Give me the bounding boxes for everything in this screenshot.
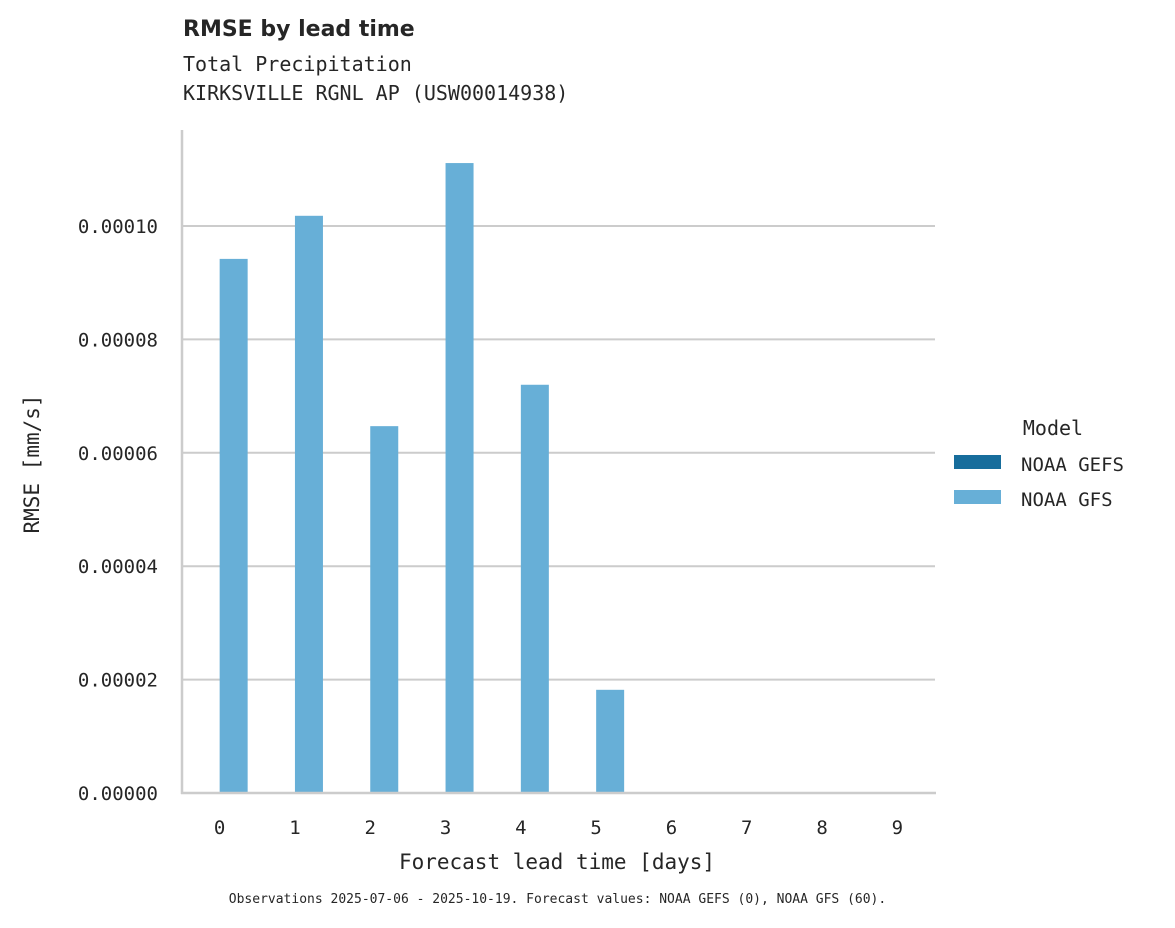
x-axis-label: Forecast lead time [days] — [399, 850, 715, 874]
chart-title: RMSE by lead time — [183, 17, 415, 42]
y-tick-label: 0.00004 — [78, 556, 158, 578]
y-tick-label: 0.00000 — [78, 783, 158, 805]
legend-swatch-gefs — [954, 455, 1001, 469]
x-tick-label: 4 — [515, 817, 526, 839]
x-tick-label: 8 — [816, 817, 827, 839]
x-tick-label: 3 — [440, 817, 451, 839]
bar — [596, 689, 625, 793]
y-tick-label: 0.00008 — [78, 329, 158, 351]
legend-label-gefs: NOAA GEFS — [1021, 454, 1124, 476]
legend-label-gfs: NOAA GFS — [1021, 489, 1113, 511]
bar — [370, 426, 399, 793]
x-tick-label: 6 — [666, 817, 677, 839]
y-tick-label: 0.00002 — [78, 670, 158, 692]
bar — [294, 215, 323, 793]
legend-swatch-gfs — [954, 490, 1001, 504]
x-tick-label: 1 — [289, 817, 300, 839]
chart-footnote: Observations 2025-07-06 - 2025-10-19. Fo… — [228, 892, 887, 907]
x-tick-label: 2 — [365, 817, 376, 839]
y-tick-label: 0.00010 — [78, 216, 158, 238]
y-tick-label: 0.00006 — [78, 443, 158, 465]
y-axis-label: RMSE [mm/s] — [20, 394, 44, 533]
x-tick-label: 5 — [590, 817, 601, 839]
bars — [219, 163, 625, 794]
chart-subtitle-station: KIRKSVILLE RGNL AP (USW00014938) — [183, 81, 569, 105]
bar — [219, 258, 248, 793]
x-tick-label: 9 — [892, 817, 903, 839]
x-axis-ticks: 0 1 2 3 4 5 6 7 8 9 — [214, 817, 903, 839]
legend: Model NOAA GEFS NOAA GFS — [954, 416, 1124, 511]
bar — [445, 163, 474, 794]
chart-subtitle-variable: Total Precipitation — [183, 52, 412, 76]
y-axis-ticks: 0.00000 0.00002 0.00004 0.00006 0.00008 0.000… — [78, 216, 158, 805]
bar — [520, 384, 549, 793]
legend-title: Model — [1023, 416, 1083, 440]
x-tick-label: 7 — [741, 817, 752, 839]
x-tick-label: 0 — [214, 817, 225, 839]
